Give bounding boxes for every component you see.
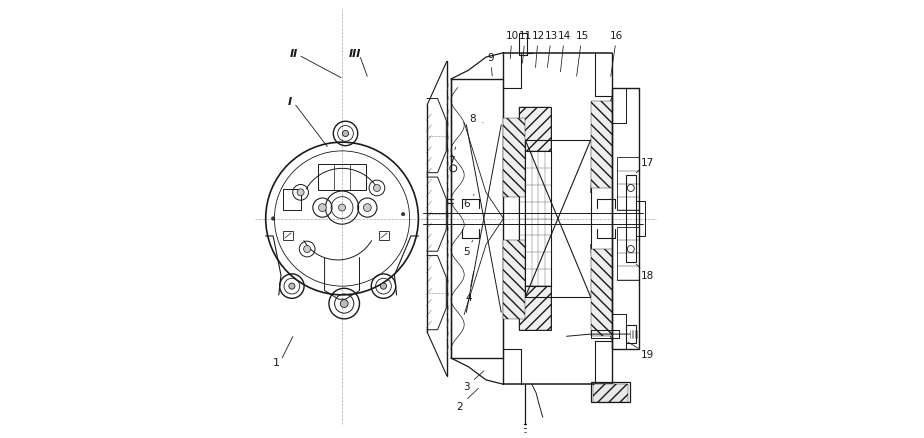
Circle shape — [338, 205, 346, 212]
Bar — [626, 176, 637, 262]
Text: 12: 12 — [531, 31, 545, 41]
Bar — [590, 102, 613, 188]
Bar — [617, 228, 638, 280]
Bar — [518, 286, 552, 330]
Circle shape — [363, 204, 371, 212]
Text: 14: 14 — [558, 31, 571, 41]
Circle shape — [298, 189, 304, 196]
Bar — [283, 189, 301, 210]
Bar — [518, 34, 528, 56]
Text: 15: 15 — [576, 31, 589, 41]
Bar — [518, 108, 552, 152]
Bar — [617, 158, 638, 210]
Text: II: II — [290, 49, 298, 59]
Text: 10: 10 — [505, 31, 518, 41]
Ellipse shape — [264, 24, 419, 414]
Text: 13: 13 — [545, 31, 558, 41]
Text: 16: 16 — [610, 31, 624, 41]
Bar — [518, 152, 552, 286]
Text: 6: 6 — [463, 199, 469, 209]
Text: 19: 19 — [640, 349, 654, 359]
Text: 4: 4 — [465, 292, 472, 302]
Bar — [379, 231, 389, 241]
Bar — [283, 231, 293, 241]
Text: 8: 8 — [469, 114, 476, 124]
Text: 11: 11 — [518, 31, 532, 41]
Bar — [637, 201, 645, 237]
Bar — [318, 165, 366, 191]
Circle shape — [401, 213, 405, 216]
Bar — [518, 108, 552, 152]
Bar — [590, 382, 630, 402]
Text: I: I — [287, 96, 292, 106]
Text: 5: 5 — [463, 247, 469, 257]
Circle shape — [319, 204, 326, 212]
Text: 17: 17 — [640, 157, 654, 167]
Text: 2: 2 — [456, 401, 463, 411]
Text: III: III — [349, 49, 361, 59]
Bar — [593, 385, 627, 402]
Bar — [590, 250, 613, 336]
Circle shape — [272, 217, 274, 221]
Circle shape — [340, 300, 348, 308]
Text: 9: 9 — [487, 53, 493, 63]
Bar — [504, 119, 525, 197]
Circle shape — [289, 283, 295, 290]
Text: 7: 7 — [448, 155, 455, 165]
Circle shape — [373, 185, 381, 192]
Circle shape — [304, 246, 310, 253]
Bar — [613, 88, 638, 350]
Bar — [525, 141, 590, 297]
Bar — [626, 325, 637, 343]
Circle shape — [381, 283, 386, 290]
Text: 18: 18 — [640, 271, 654, 281]
Bar — [518, 286, 552, 330]
Circle shape — [343, 131, 348, 137]
Text: 3: 3 — [463, 381, 469, 392]
Bar — [504, 241, 525, 319]
Text: 1: 1 — [274, 358, 280, 367]
